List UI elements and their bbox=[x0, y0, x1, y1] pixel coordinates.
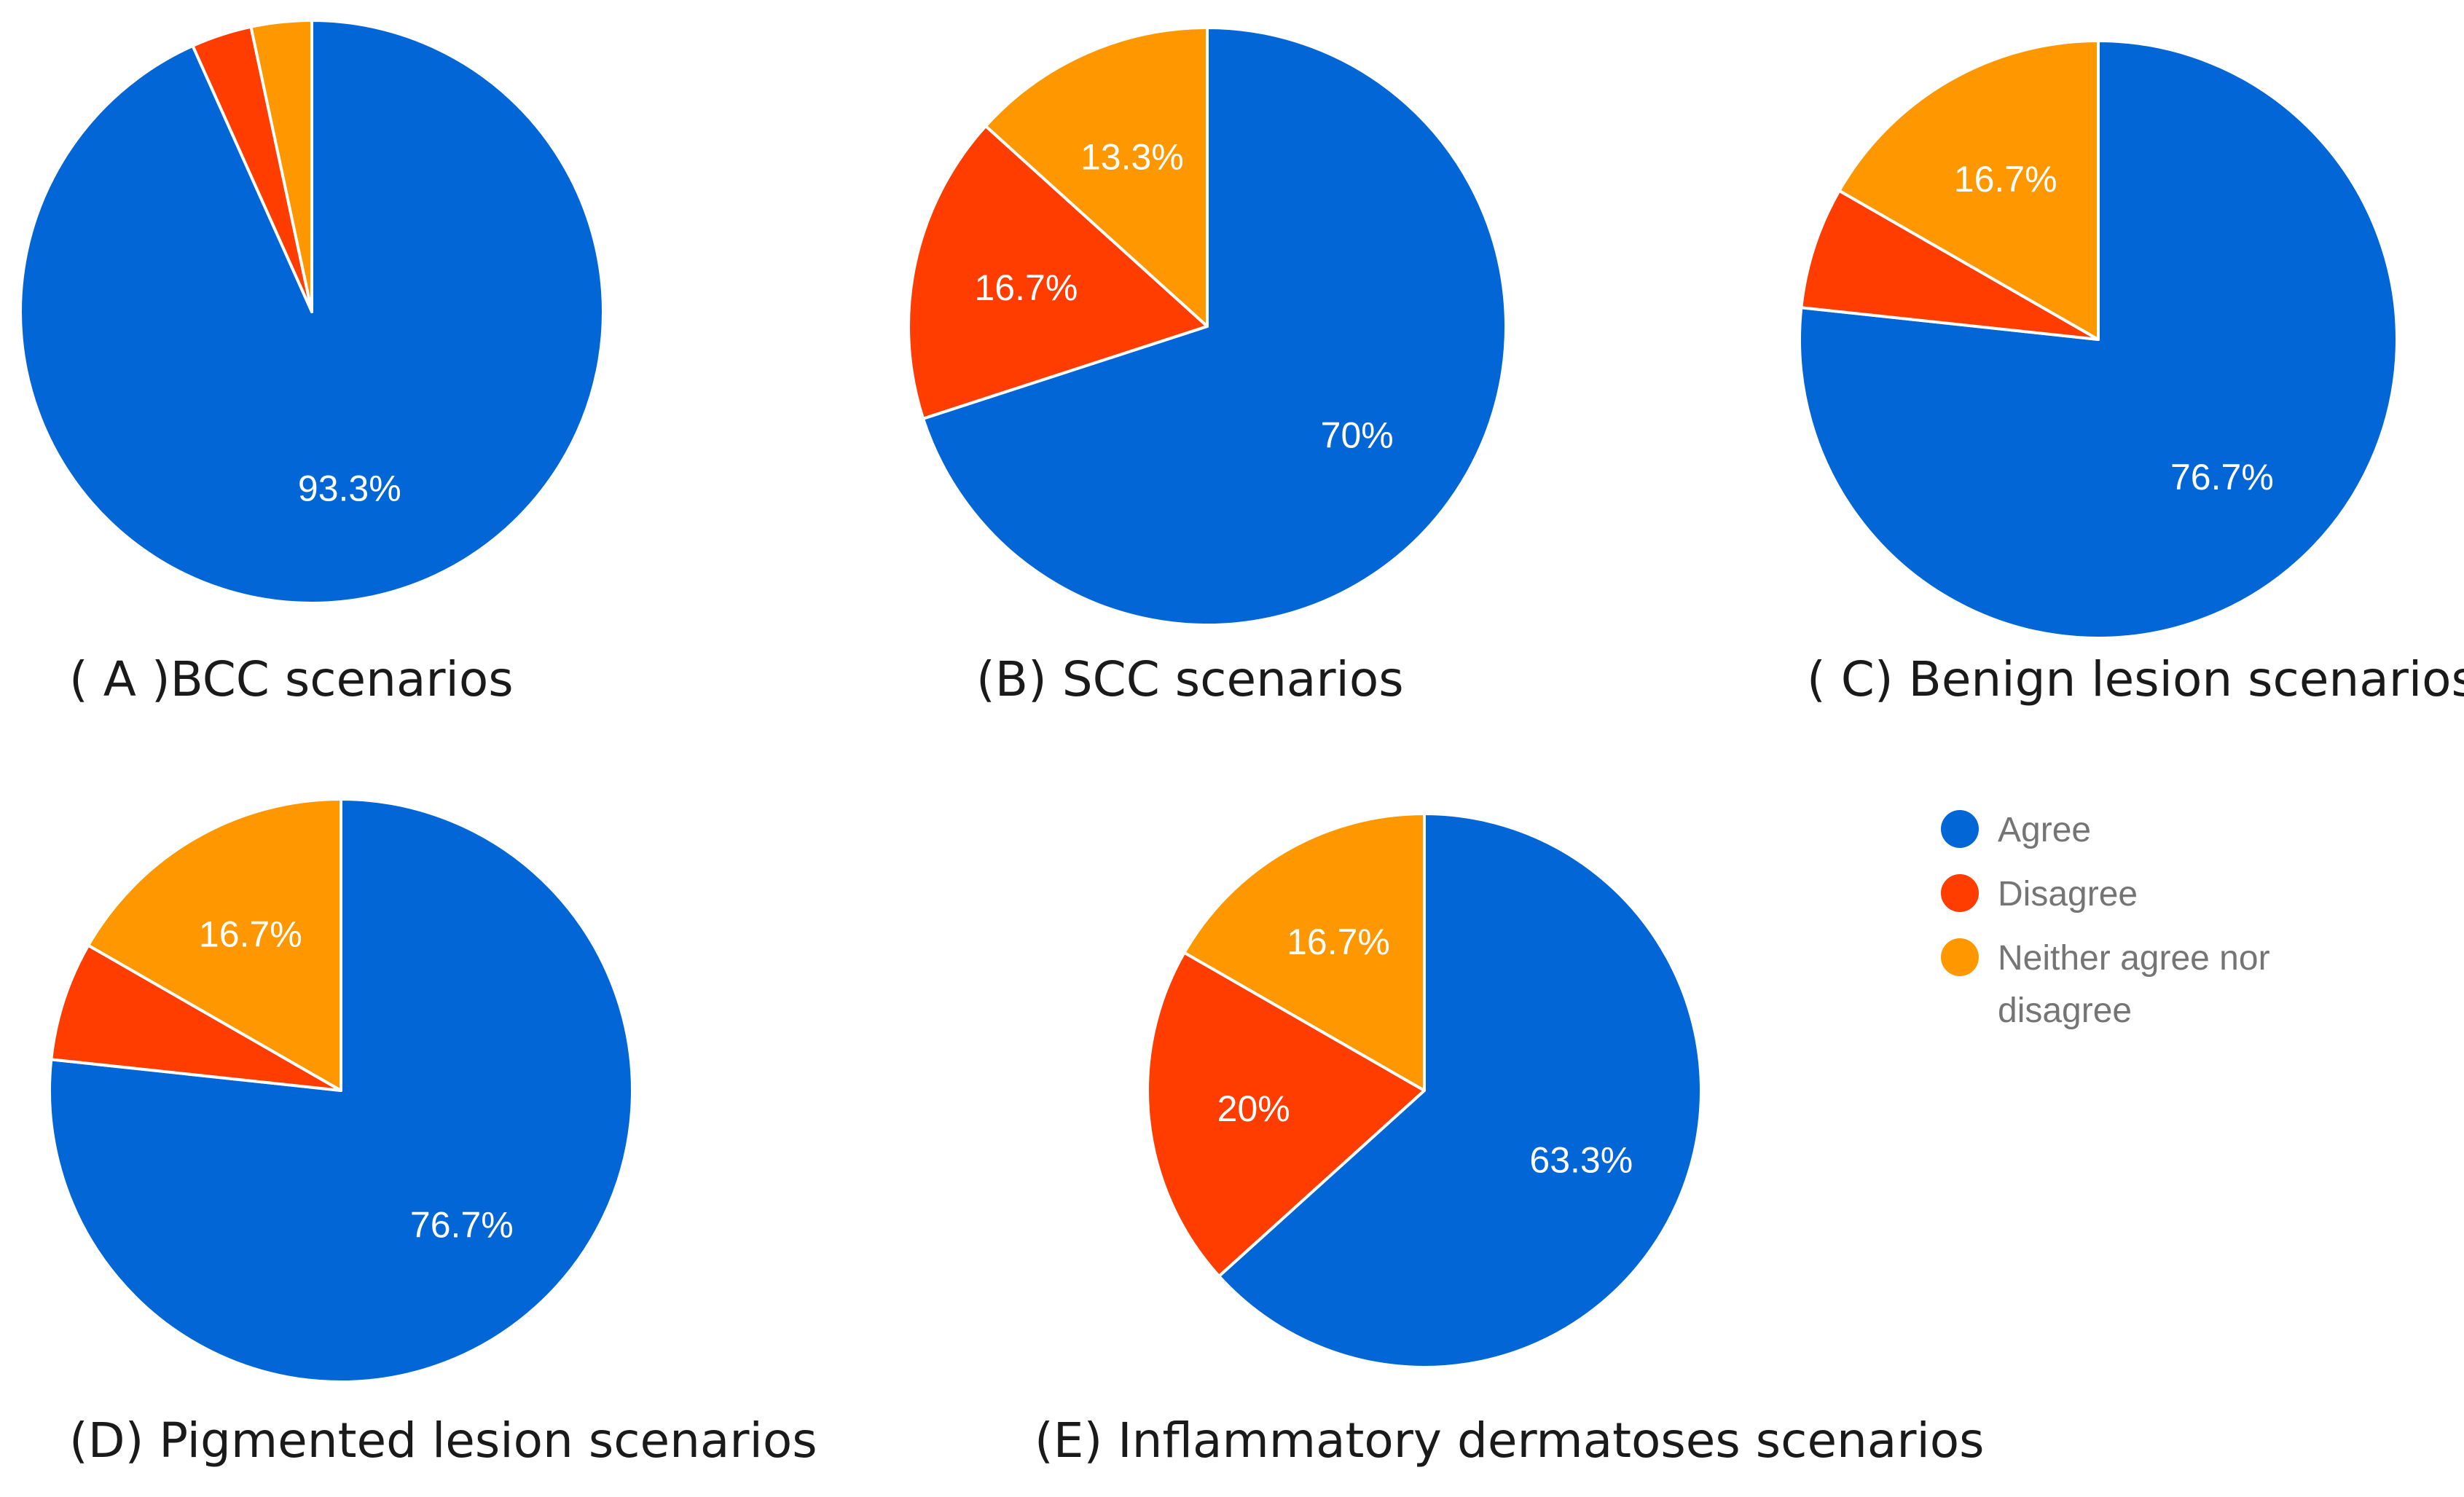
pie-d-label-neither: 16.7% bbox=[199, 913, 302, 954]
caption-d: (D) Pigmented lesion scenarios bbox=[69, 1412, 817, 1469]
pie-a-slice-neither bbox=[249, 19, 313, 313]
pie-chart-a: 93.3% bbox=[19, 19, 605, 605]
legend-swatch-agree bbox=[1941, 810, 1979, 848]
caption-e: (E) Inflammatory dermatoses scenarios bbox=[1035, 1412, 1985, 1469]
pie-chart-e: 63.3% 20% 16.7% bbox=[1146, 812, 1703, 1369]
pie-d-slice-neither bbox=[87, 798, 342, 1092]
pie-c-slice-disagree bbox=[1800, 189, 2100, 341]
pie-c-slice-neither bbox=[1837, 39, 2100, 341]
pie-charts: 93.3%70%16.7%13.3%76.7%16.7%76.7%16.7%63… bbox=[19, 19, 2398, 1383]
chart-captions: ( A )BCC scenarios (B) SCC scenarios ( C… bbox=[69, 651, 2464, 1469]
pie-b-label-disagree: 16.7% bbox=[975, 267, 1078, 308]
legend-label-neither: Neither agree nor bbox=[1998, 939, 2270, 978]
legend-label-disagree: Disagree bbox=[1998, 875, 2138, 913]
pie-c-label-agree: 76.7% bbox=[2170, 457, 2274, 498]
pie-c-label-neither: 16.7% bbox=[1954, 159, 2057, 200]
legend-swatch-neither bbox=[1941, 938, 1979, 976]
pie-chart-c: 76.7% 16.7% bbox=[1798, 39, 2398, 640]
pie-chart-d: 76.7% 16.7% bbox=[48, 798, 634, 1383]
pie-e-label-agree: 63.3% bbox=[1529, 1140, 1633, 1181]
pie-e-slice-neither bbox=[1182, 812, 1426, 1092]
chart-legend: Agree Disagree Neither agree nor disagre… bbox=[1941, 810, 2270, 1030]
pie-e-slice-disagree bbox=[1146, 951, 1426, 1278]
pie-b-label-neither: 13.3% bbox=[1080, 137, 1184, 178]
pie-c-slice-agree bbox=[1798, 39, 2398, 640]
pie-b-slice-neither bbox=[984, 26, 1209, 328]
legend-swatch-disagree bbox=[1941, 874, 1979, 912]
pie-e-label-neither: 16.7% bbox=[1287, 922, 1390, 962]
pie-b-slice-agree bbox=[922, 26, 1507, 626]
pie-e-label-disagree: 20% bbox=[1217, 1088, 1290, 1129]
legend-label-neither-line2: disagree bbox=[1998, 991, 2132, 1030]
caption-b: (B) SCC scenarios bbox=[976, 651, 1404, 707]
legend-item-neither: Neither agree nor disagree bbox=[1941, 938, 2270, 1030]
caption-a: ( A )BCC scenarios bbox=[69, 651, 514, 707]
pie-b-label-agree: 70% bbox=[1321, 414, 1394, 455]
pie-e-slice-agree bbox=[1217, 812, 1703, 1369]
caption-c: ( C) Benign lesion scenarios bbox=[1807, 651, 2464, 707]
pie-d-label-agree: 76.7% bbox=[410, 1205, 514, 1246]
legend-item-disagree: Disagree bbox=[1941, 874, 2138, 913]
pie-a-label-agree: 93.3% bbox=[298, 468, 401, 509]
pie-b-slice-disagree bbox=[907, 125, 1209, 420]
pie-chart-b: 70% 16.7% 13.3% bbox=[907, 26, 1507, 626]
pie-d-slice-disagree bbox=[50, 943, 342, 1092]
legend-item-agree: Agree bbox=[1941, 810, 2091, 849]
legend-label-agree: Agree bbox=[1998, 811, 2091, 849]
